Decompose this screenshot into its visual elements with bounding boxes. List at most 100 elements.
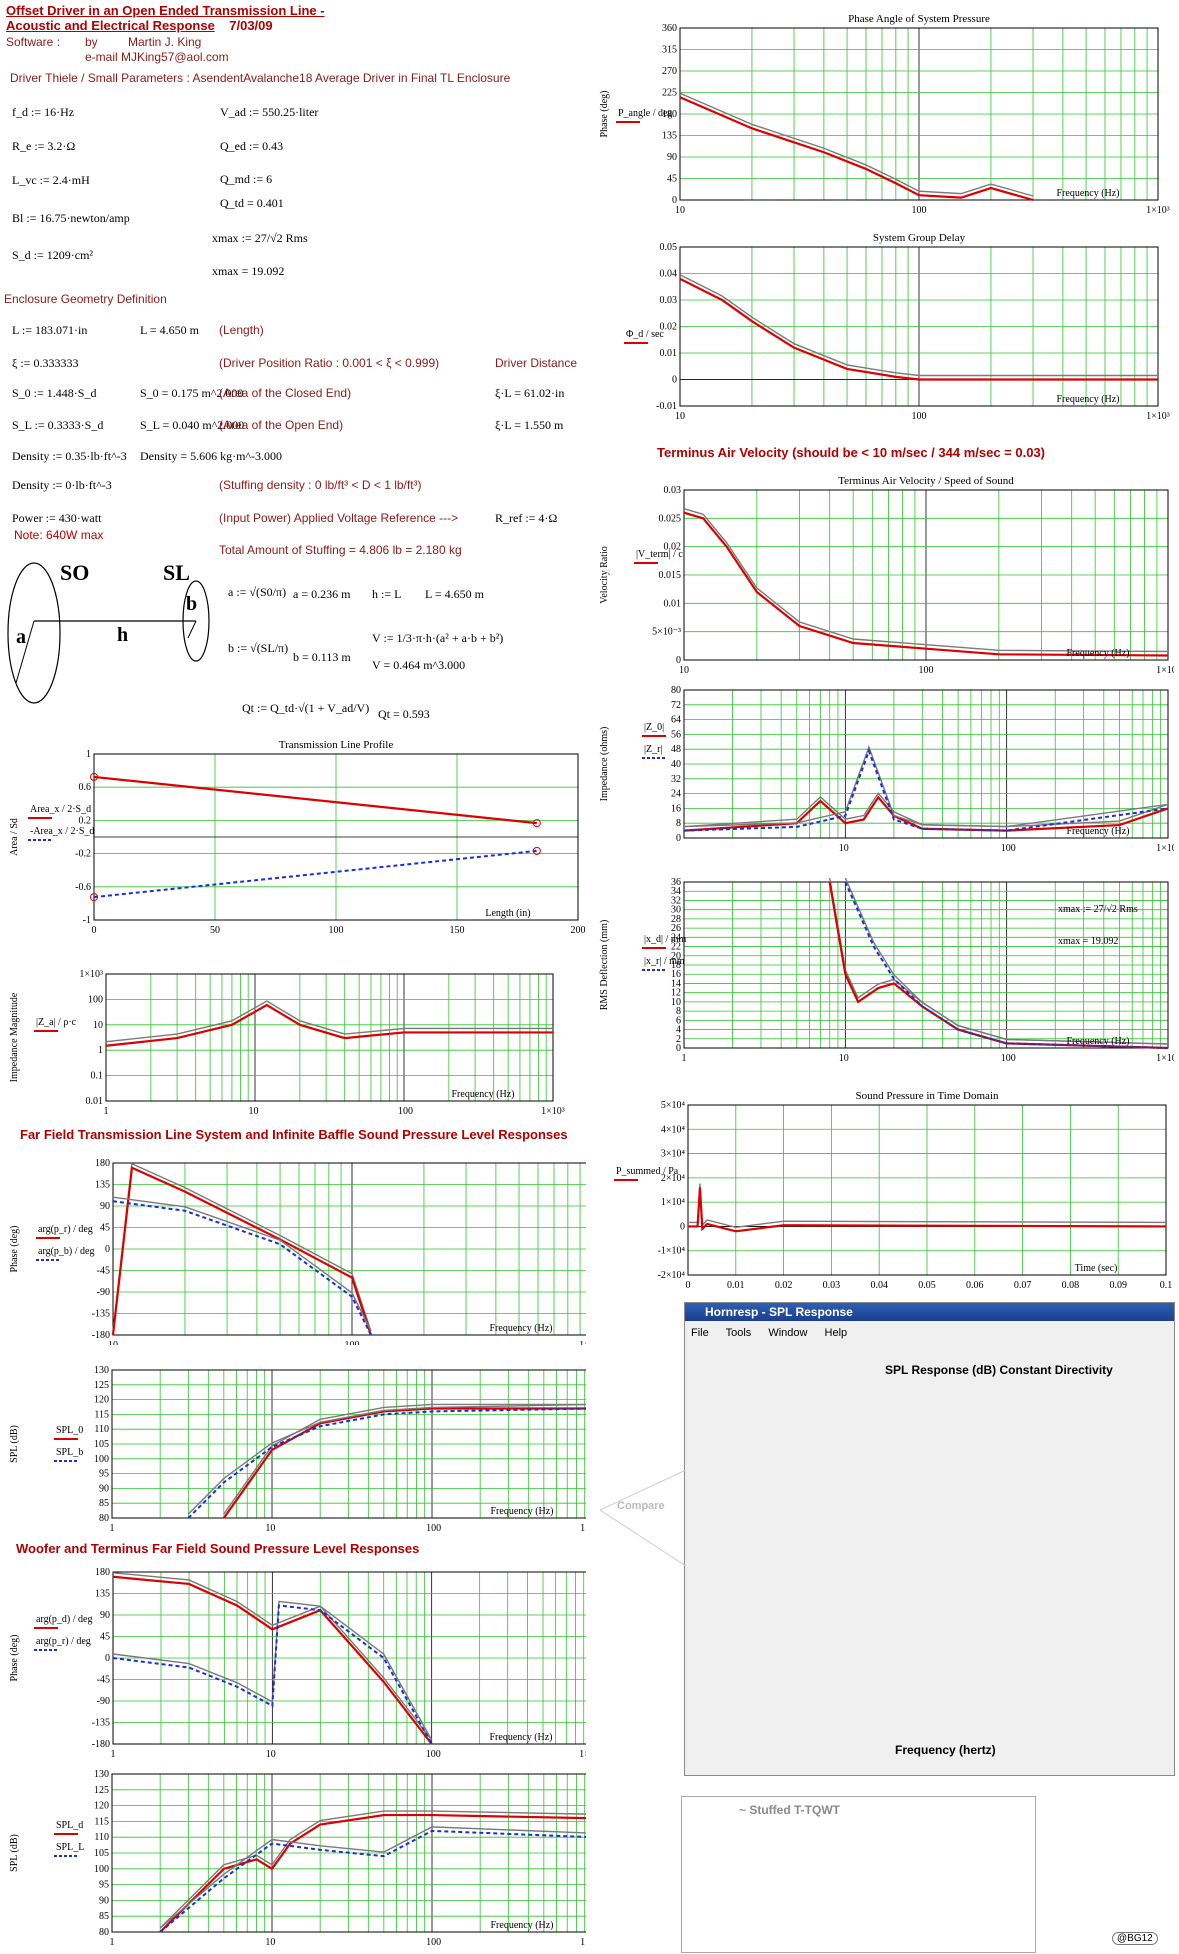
impedance-chart-ylabel: Impedance (ohms) [599, 727, 610, 802]
spl-ff-chart-ytick: 80 [99, 1513, 109, 1524]
impedance-chart-series-1 [683, 748, 1169, 832]
time-domain-chart-xtick: 0.04 [870, 1280, 888, 1291]
phase-wt-chart-ytick: -180 [92, 1739, 110, 1750]
spl-wt-chart-ylabel: SPL (dB) [9, 1834, 20, 1872]
tl-profile-chart-marker-0-0 [90, 772, 98, 781]
phase-wt-chart-ytick: 135 [95, 1589, 110, 1600]
param-re: R_e := 3.2·Ω [12, 139, 76, 153]
phase-wt-chart-measured-1 [112, 1600, 433, 1741]
phase-system-chart-xtick: 100 [912, 205, 927, 216]
deflection-chart-series-1 [844, 881, 1169, 1049]
tl-profile-chart-ytick: 1 [86, 749, 91, 760]
deflection-chart-ytick: 8 [676, 1006, 681, 1017]
deflection-chart-ytick: 26 [671, 923, 681, 934]
software-label: Software : [6, 35, 61, 49]
enclosure-row-2-b: S_0 = 0.175 m^2.000 [140, 386, 244, 400]
param-lvc: L_vc := 2.4·mH [12, 173, 90, 187]
spl-wt-chart-legend1: SPL_d [56, 1820, 83, 1831]
velocity-chart-measured-0 [683, 507, 1169, 653]
time-domain-chart-ytick: 5×10⁴ [661, 1100, 686, 1111]
velocity-chart-ytick: 5×10⁻³ [652, 627, 681, 638]
impedance-mag-chart-ytick: 1×10³ [79, 969, 103, 980]
geo-v-def: V := 1/3·π·h·(a² + a·b + b²) [372, 631, 504, 645]
phase-ff-chart-ytick: 135 [95, 1180, 110, 1191]
group-delay-chart-legend: Φ_d / sec [626, 329, 664, 340]
phase-ff-chart-grid [112, 1162, 586, 1336]
enclosure-row-6-a: Power := 430·watt [12, 511, 102, 525]
spl-ff-chart-measured-1 [187, 1403, 586, 1515]
spl-ff-chart-ytick: 110 [94, 1424, 109, 1435]
velocity-chart-ytick: 0.025 [659, 513, 682, 524]
diagram-so-label: SO [60, 560, 89, 585]
param-vad: V_ad := 550.25·liter [220, 105, 319, 119]
deflection-chart-xlabel: Frequency (Hz) [1066, 1036, 1129, 1047]
deflection-chart-note2: xmax = 19.092 [1058, 936, 1118, 947]
phase-ff-chart-ytick: 0 [105, 1244, 110, 1255]
impedance-chart-grid [683, 689, 1168, 839]
tl-profile-chart-ytick: -0.6 [75, 882, 91, 893]
phase-wt-chart-ylabel: Phase (deg) [9, 1635, 20, 1682]
phase-system-chart-ytick: 135 [662, 131, 677, 142]
enclosure-row-3-c: (Area of the Open End) [219, 418, 344, 432]
power-note: Note: 640W max [14, 528, 104, 542]
impedance-chart-ytick: 80 [671, 686, 681, 696]
spl-wt-chart-ytick: 80 [99, 1927, 109, 1938]
tl-profile-chart-marker-0-1 [532, 819, 541, 828]
impedance-chart-ytick: 0 [676, 833, 681, 844]
phase-wt-chart-ytick: -135 [92, 1718, 110, 1729]
deflection-chart-measured-0 [829, 878, 1169, 1045]
hornresp-menu-bar: File Tools Window Help [685, 1321, 1174, 1339]
deflection-chart-ytick: 36 [671, 878, 681, 888]
tl-profile-chart-series-1 [93, 849, 537, 899]
phase-wt-chart-legend2: arg(p_r) / deg [36, 1636, 91, 1647]
impedance-chart-ytick: 40 [671, 759, 681, 770]
spl-wt-chart-measured-1 [159, 1826, 586, 1929]
hornresp-title-bar: Hornresp - SPL Response [685, 1303, 1174, 1321]
geo-qt-def: Qt := Q_td·√(1 + V_ad/V) [242, 701, 370, 715]
impedance-chart-legend2: |Z_r| [644, 744, 662, 755]
phase-ff-chart-xtick: 10 [108, 1340, 118, 1345]
menu-help[interactable]: Help [824, 1327, 848, 1339]
geo-a-def: a := √(S0/π) [228, 585, 287, 599]
spl-ff-chart: 130125120115110105100959085801101001×10³… [9, 1365, 586, 1533]
credit-badge: @BG12 [1112, 1932, 1158, 1945]
menu-window[interactable]: Window [768, 1327, 808, 1339]
enclosure-row-2-a: S_0 := 1.448·S_d [12, 386, 97, 400]
deflection-chart-xtick: 1 [682, 1053, 687, 1064]
hornresp-xlabel: Frequency (hertz) [895, 1743, 996, 1757]
enclosure-row-4-b: Density = 5.606 kg·m^-3.000 [140, 449, 283, 463]
impedance-chart-xtick: 10 [839, 843, 849, 854]
spl-ff-chart-ytick: 90 [99, 1483, 109, 1494]
deflection-chart-ylabel: RMS Deflection (mm) [599, 920, 610, 1011]
phase-wt-chart-xtick: 1×10³ [579, 1749, 586, 1758]
phase-ff-chart-ylabel: Phase (deg) [9, 1226, 20, 1273]
deflection-chart-legend2: |x_r| / mm [644, 956, 685, 967]
phase-system-chart-ytick: 0 [672, 195, 677, 206]
phase-ff-chart-ytick: -135 [92, 1309, 110, 1320]
spl-wt-chart: 130125120115110105100959085801101001×10³… [9, 1770, 586, 1948]
velocity-chart-xlabel: Frequency (Hz) [1066, 648, 1129, 659]
tl-profile-chart-ytick: 0.2 [79, 815, 92, 826]
title-line-1: Offset Driver in an Open Ended Transmiss… [6, 3, 325, 18]
spl-wt-chart-ytick: 100 [94, 1864, 109, 1875]
phase-system-chart-xtick: 10 [675, 205, 685, 216]
phase-wt-chart-xtick: 100 [426, 1749, 441, 1758]
tl-profile-chart-marker-1-0 [90, 893, 98, 902]
phase-ff-chart-ytick: -45 [97, 1266, 110, 1277]
impedance-mag-chart-xtick: 1×10³ [541, 1106, 565, 1117]
stuffing-total: Total Amount of Stuffing = 4.806 lb = 2.… [219, 543, 462, 557]
menu-file[interactable]: File [691, 1327, 709, 1339]
by-label: by [85, 35, 98, 49]
impedance-mag-chart-series-0 [105, 1003, 553, 1047]
time-domain-chart-xtick: 0.03 [823, 1280, 841, 1291]
phase-ff-chart-ytick: -90 [97, 1287, 110, 1298]
phase-wt-chart-xtick: 10 [266, 1749, 276, 1758]
menu-tools[interactable]: Tools [725, 1327, 752, 1339]
time-domain-chart-ytick: -2×10⁴ [658, 1270, 686, 1281]
impedance-chart: 80726456484032241680101001×10³Frequency … [599, 686, 1174, 854]
time-domain-chart-xtick: 0.08 [1062, 1280, 1080, 1291]
enclosure-row-1-a: ξ := 0.333333 [12, 356, 79, 370]
